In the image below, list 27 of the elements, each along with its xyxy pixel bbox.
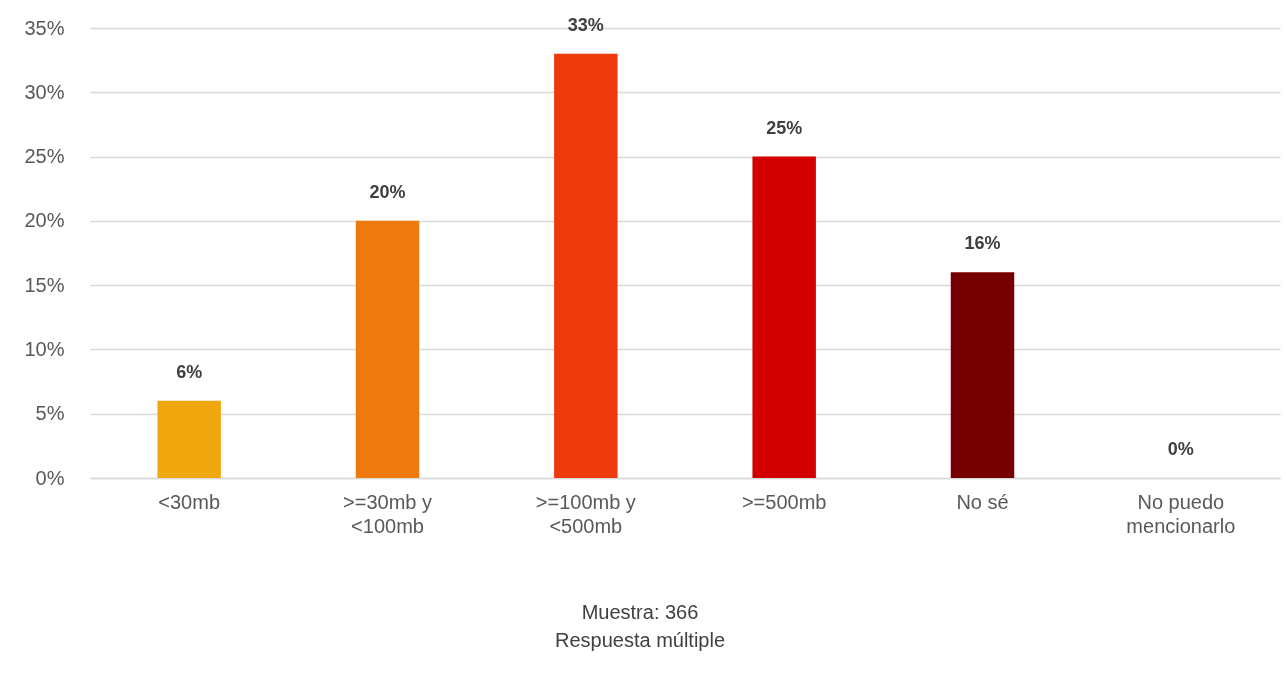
y-tick-label: 10%: [24, 337, 65, 360]
bar: [554, 53, 618, 478]
x-tick-label: No sé: [956, 490, 1009, 513]
bar: [950, 272, 1015, 478]
bar: [157, 400, 221, 478]
text: Respuesta múltiple: [554, 629, 726, 651]
x-tick-label: No puedo mencionarlo: [1126, 490, 1236, 537]
text: Muestra: 366: [581, 601, 699, 623]
x-tick-label: >=100mb y <500mb: [535, 490, 636, 537]
data-label: 16%: [964, 233, 1001, 254]
y-tick-label: 30%: [24, 80, 65, 103]
x-tick-label: <30mb: [158, 490, 221, 513]
bar: [355, 220, 420, 478]
y-tick-label: 25%: [24, 145, 65, 168]
x-tick-label: >=500mb: [741, 490, 827, 513]
data-label: 0%: [1167, 439, 1194, 459]
data-label: 6%: [176, 361, 203, 382]
y-tick-label: 35%: [24, 16, 65, 39]
data-label: 25%: [766, 117, 803, 138]
data-label: 33%: [567, 14, 604, 35]
y-tick-label: 15%: [24, 273, 65, 296]
x-tick-label: >=30mb y <100mb: [343, 490, 432, 537]
bar: [752, 156, 816, 478]
y-tick-label: 20%: [24, 209, 65, 232]
data-label: 20%: [369, 181, 406, 202]
y-tick-label: 5%: [35, 402, 65, 425]
y-tick-label: 0%: [35, 466, 65, 489]
